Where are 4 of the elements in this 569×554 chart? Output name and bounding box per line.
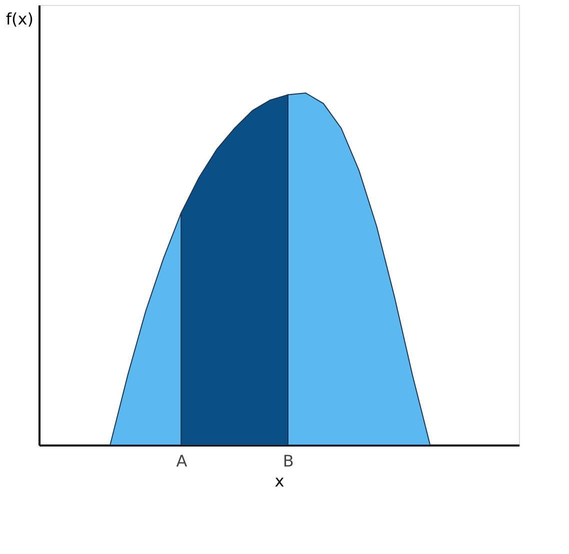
x-axis-title: x (274, 472, 284, 490)
x-tick-label: A (176, 452, 188, 470)
x-tick-label: B (282, 452, 294, 470)
y-axis-title: f(x) (6, 10, 34, 28)
